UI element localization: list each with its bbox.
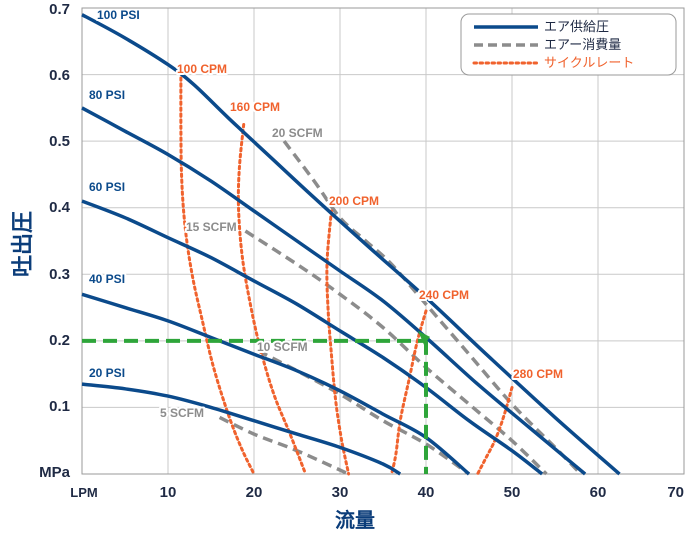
cycle-rate-label-halo: 200 CPM xyxy=(329,194,379,208)
air-supply-series xyxy=(81,13,621,476)
consumption-label-halo: 20 SCFM xyxy=(272,126,323,140)
x-tick-label: 10 xyxy=(160,484,177,501)
operating-point-annotation xyxy=(82,330,430,474)
legend-box xyxy=(460,13,677,76)
plot-frame xyxy=(81,7,685,475)
supply-pressure-line xyxy=(81,13,621,476)
supply-pressure-label: 60 PSI xyxy=(89,180,125,194)
supply-pressure-label-halo: 20 PSI xyxy=(89,366,125,380)
tick-labels: 0.7 0.6 0.5 0.4 0.3 0.2 0.1 MPa LPM 10 2… xyxy=(39,1,684,501)
consumption-label: 15 SCFM xyxy=(186,220,237,234)
supply-pressure-label: 20 PSI xyxy=(89,366,125,380)
legend: エア供給圧 エアー消費量 サイクルレート xyxy=(460,13,677,76)
supply-pressure-label-halo: 100 PSI xyxy=(97,8,140,22)
supply-pressure-label-halo: 80 PSI xyxy=(89,88,125,102)
cycle-rate-label: 240 CPM xyxy=(419,288,469,302)
x-axis-title: 流量 xyxy=(335,508,375,532)
x-tick-label: 20 xyxy=(246,484,263,501)
consumption-label: 10 SCFM xyxy=(257,340,308,354)
consumption-label-halo: 5 SCFM xyxy=(160,406,204,420)
y-tick-label: 0.6 xyxy=(49,67,70,84)
supply-pressure-label: 80 PSI xyxy=(89,88,125,102)
cycle-rate-label: 200 CPM xyxy=(329,194,379,208)
annotation-arrowhead xyxy=(418,330,430,345)
cycle-rate-label: 100 CPM xyxy=(177,62,227,76)
supply-pressure-label-halo: 40 PSI xyxy=(89,272,125,286)
x-tick-label: 70 xyxy=(667,484,684,501)
consumption-label: 20 SCFM xyxy=(272,126,323,140)
x-tick-label: 50 xyxy=(504,484,521,501)
y-unit-label: MPa xyxy=(39,464,71,481)
cycle-rate-line xyxy=(390,309,428,476)
consumption-label-halo: 15 SCFM xyxy=(186,220,237,234)
consumption-line xyxy=(282,140,583,476)
supply-pressure-label: 100 PSI xyxy=(97,8,140,22)
cycle-rate-line xyxy=(236,123,308,476)
x-tick-label: 60 xyxy=(590,484,607,501)
cycle-rate-label-halo: 100 CPM xyxy=(177,62,227,76)
y-tick-label: 0.1 xyxy=(49,398,70,415)
cycle-rate-label-halo: 240 CPM xyxy=(419,288,469,302)
supply-pressure-label: 40 PSI xyxy=(89,272,125,286)
y-tick-label: 0.4 xyxy=(49,199,71,216)
x-unit-label: LPM xyxy=(70,485,97,500)
cycle-rate-label-halo: 160 CPM xyxy=(230,100,280,114)
cycle-rate-label-halo: 280 CPM xyxy=(513,367,563,381)
consumption-label-halo: 10 SCFM xyxy=(257,340,308,354)
x-tick-label: 40 xyxy=(418,484,435,501)
y-tick-label: 0.7 xyxy=(49,1,70,18)
supply-pressure-line xyxy=(81,199,544,476)
consumption-line xyxy=(244,229,548,476)
supply-pressure-line xyxy=(81,382,402,476)
supply-pressure-label-halo: 60 PSI xyxy=(89,180,125,194)
y-tick-label: 0.3 xyxy=(49,266,70,283)
supply-pressure-line xyxy=(81,106,587,476)
consumption-line xyxy=(218,415,350,476)
y-tick-label: 0.5 xyxy=(49,133,70,150)
legend-label-supply: エア供給圧 xyxy=(544,20,609,35)
consumption-label: 5 SCFM xyxy=(160,406,204,420)
cycle-rate-line xyxy=(179,76,256,476)
cycle-rate-label: 160 CPM xyxy=(230,100,280,114)
legend-label-consumption: エアー消費量 xyxy=(544,38,621,53)
cycle-rate-label: 280 CPM xyxy=(513,367,563,381)
supply-pressure-line xyxy=(81,292,471,476)
y-axis-title: 吐出圧 xyxy=(11,211,36,277)
legend-label-cycle: サイクルレート xyxy=(544,56,634,71)
y-tick-label: 0.2 xyxy=(49,332,70,349)
x-tick-label: 30 xyxy=(332,484,349,501)
